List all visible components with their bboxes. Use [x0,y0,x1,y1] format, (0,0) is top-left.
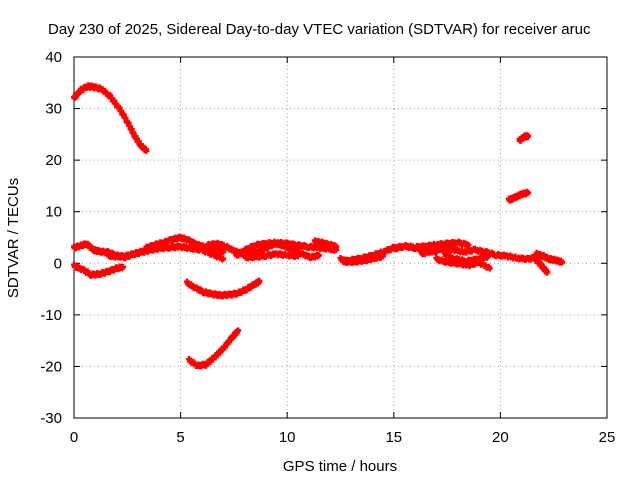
data-point [525,132,532,139]
data-point [220,255,227,262]
tick-marks [73,56,608,419]
data-point [235,327,242,334]
data-points [71,82,566,370]
y-tick-labels: -30 -20 -10 0 10 20 30 40 [40,49,62,427]
x-tick-label: 0 [70,429,78,446]
series-arc-t [516,132,532,144]
series-arc-k [390,238,472,253]
data-point [465,241,472,248]
series-arc-o [531,253,551,276]
x-tick-label: 20 [492,429,509,446]
data-point [484,254,491,261]
data-point [525,189,532,196]
plot-frame [73,56,608,419]
y-tick-label: -10 [40,307,62,324]
data-point [316,252,323,259]
series-arc-n [441,250,491,266]
y-tick-label: 0 [54,255,62,272]
data-point [220,248,227,255]
x-axis-label: GPS time / hours [283,458,397,475]
y-tick-label: 30 [45,101,62,118]
series-arc-high [71,82,150,154]
series-arc-q [183,277,263,300]
series-arc-g [241,250,301,262]
data-point [559,259,566,266]
data-point [143,147,150,154]
y-tick-label: -30 [40,410,62,427]
series-arc-r [186,327,242,370]
y-axis-label: SDTVAR / TECUs [5,178,22,298]
x-tick-label: 10 [279,429,296,446]
chart-title: Day 230 of 2025, Sidereal Day-to-day VTE… [48,21,591,38]
y-tick-label: 10 [45,204,62,221]
data-point [333,243,340,250]
x-tick-label: 25 [599,429,616,446]
y-tick-label: -20 [40,358,62,375]
y-tick-label: 20 [45,152,62,169]
data-point [486,265,493,272]
y-tick-label: 40 [45,49,62,66]
data-point [120,263,127,270]
series-arc-d [105,242,227,263]
series-arc-s [505,188,532,204]
x-tick-labels: 0 5 10 15 20 25 [70,429,616,446]
series-arc-p [533,249,566,266]
grid-lines [74,57,607,418]
data-point [294,253,301,260]
x-tick-label: 15 [385,429,402,446]
series-arc-b [71,261,127,279]
data-point [544,269,551,276]
series-arc-h [311,237,340,250]
data-point [256,278,263,285]
x-tick-label: 5 [176,429,184,446]
